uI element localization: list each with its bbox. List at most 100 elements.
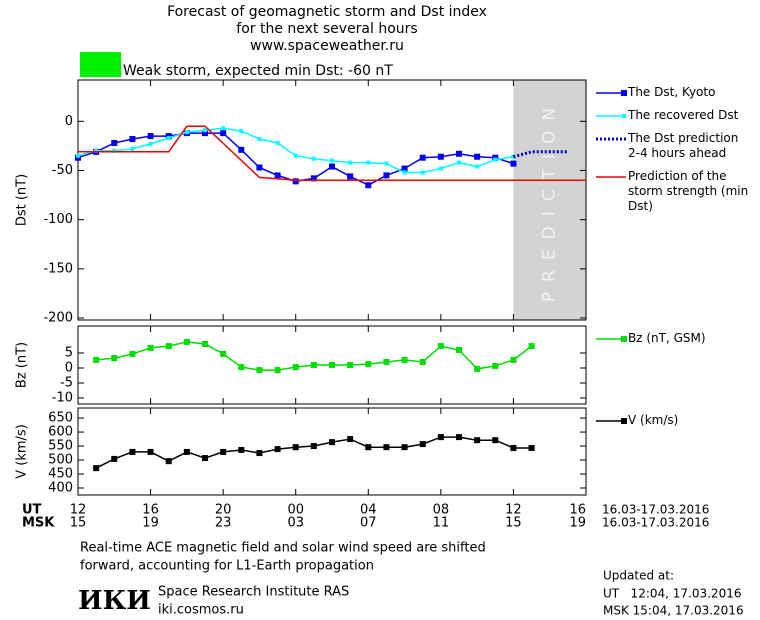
data-point: [129, 448, 136, 455]
data-point: [93, 356, 100, 363]
series-line: [77, 132, 514, 187]
data-point: [383, 172, 390, 179]
legend: V (km/s): [594, 413, 754, 428]
legend-item: The Dst, Kyoto: [594, 85, 754, 100]
y-axis-label: Bz (nT): [15, 342, 30, 388]
data-point: [274, 446, 281, 453]
legend-swatch: [596, 336, 627, 342]
y-tick-label: 0: [65, 114, 73, 129]
series-line: [513, 150, 568, 159]
prediction-span: [513, 80, 586, 320]
data-point: [111, 355, 118, 362]
data-point: [147, 344, 154, 351]
legend-item: Bz (nT, GSM): [594, 331, 754, 346]
y-tick-label: -50: [52, 163, 73, 178]
legend-label: The Dst, Kyoto: [628, 85, 716, 99]
date-label: 16.03-17.03.2016: [602, 516, 709, 530]
legend-marker: [622, 114, 626, 118]
plot-frame: [77, 325, 587, 405]
data-point: [310, 362, 317, 368]
data-point: [129, 136, 136, 143]
data-point: [274, 367, 281, 374]
legend-label: The Dst prediction 2-4 hours ahead: [628, 131, 739, 160]
data-point: [202, 341, 208, 347]
x-tick-label: 08: [433, 503, 450, 518]
note: Real-time ACE magnetic field and solar w…: [80, 541, 486, 556]
y-tick-label: 500: [48, 453, 73, 468]
data-point: [528, 445, 535, 452]
data-point: [256, 164, 263, 171]
legend-swatch: [596, 418, 627, 424]
x-tick-label-msk: 19: [569, 516, 586, 531]
ut-label: UT: [22, 503, 42, 518]
series-line: [77, 127, 514, 174]
y-tick-label: -5: [60, 376, 73, 391]
data-point: [329, 163, 335, 170]
data-point: [292, 444, 299, 451]
data-point: [437, 434, 444, 441]
data-point: [402, 170, 407, 175]
data-point: [256, 450, 263, 457]
data-point: [220, 130, 227, 137]
data-point: [130, 146, 135, 151]
data-point: [437, 343, 444, 350]
data-point: [256, 367, 263, 374]
data-point: [510, 445, 517, 452]
legend-label: Bz (nT, GSM): [628, 331, 706, 345]
x-tick-label-msk: 15: [505, 516, 522, 531]
data-point: [330, 158, 334, 163]
y-tick-label: -200: [43, 311, 73, 326]
data-point: [475, 164, 480, 169]
y-tick-label: 5: [65, 346, 73, 361]
data-point: [365, 361, 372, 368]
x-tick-label-msk: 03: [287, 516, 304, 531]
x-tick-label: 12: [505, 503, 522, 518]
data-point: [293, 153, 298, 158]
data-point: [238, 364, 245, 371]
data-point: [493, 157, 498, 162]
data-point: [347, 173, 354, 180]
x-tick-label: 12: [70, 503, 87, 518]
legend-item: Prediction of the storm strength (min Ds…: [594, 169, 754, 214]
data-point: [311, 156, 316, 161]
logo: ИКИ: [78, 586, 151, 616]
data-point: [492, 437, 499, 444]
data-point: [457, 160, 461, 165]
data-point: [220, 350, 227, 357]
data-point: [383, 444, 390, 451]
data-point: [419, 441, 426, 448]
y-tick-label: 550: [48, 439, 73, 454]
legend-label: V (km/s): [628, 413, 679, 427]
data-point: [456, 150, 462, 157]
data-point: [348, 160, 353, 165]
title-line: www.spaceweather.ru: [250, 38, 404, 54]
data-point: [384, 161, 389, 166]
x-tick-label: 16: [569, 503, 586, 518]
storm-text: Weak storm, expected min Dst: -60 nT: [123, 63, 393, 79]
data-point: [111, 139, 118, 146]
data-point: [183, 448, 190, 455]
legend-marker: [621, 90, 627, 96]
data-point: [238, 446, 245, 453]
x-tick-label: 16: [142, 503, 159, 518]
data-point: [292, 364, 299, 371]
data-point: [438, 166, 443, 171]
data-point: [419, 359, 426, 365]
y-tick-label: -100: [43, 212, 73, 227]
legend: Bz (nT, GSM): [594, 331, 754, 346]
data-point: [93, 465, 100, 472]
data-point: [112, 148, 117, 153]
data-point: [292, 178, 299, 185]
x-tick-label-msk: 11: [433, 516, 450, 531]
data-point: [420, 170, 425, 175]
legend-item: The recovered Dst: [594, 108, 754, 123]
legend-swatch: [596, 114, 626, 118]
data-point: [202, 455, 208, 462]
data-point: [474, 153, 481, 160]
data-point: [94, 148, 99, 153]
x-tick-label-msk: 15: [70, 516, 87, 531]
title-line: for the next several hours: [236, 21, 417, 37]
plot-frame: [77, 79, 587, 321]
x-tick-label-msk: 07: [360, 516, 377, 531]
data-point: [456, 434, 462, 441]
